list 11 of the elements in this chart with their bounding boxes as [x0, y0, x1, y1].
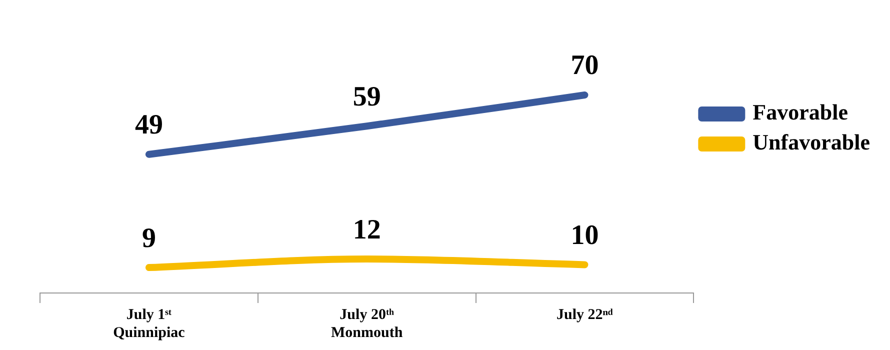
legend-label: Favorable	[752, 100, 848, 125]
legend-label: Unfavorable	[752, 130, 870, 155]
data-label: 49	[134, 110, 163, 141]
data-label: 9	[142, 222, 156, 254]
data-label: 10	[570, 220, 599, 251]
data-label: 12	[352, 214, 381, 246]
x-tick-label: July 1ˢᵗ Quinnipiac	[113, 306, 186, 341]
data-label: 70	[570, 50, 599, 82]
data-label: 59	[352, 81, 381, 112]
x-tick-label: July 22ⁿᵈ	[556, 306, 614, 323]
x-tick-label: July 20ᵗʰ Monmouth	[330, 306, 404, 341]
